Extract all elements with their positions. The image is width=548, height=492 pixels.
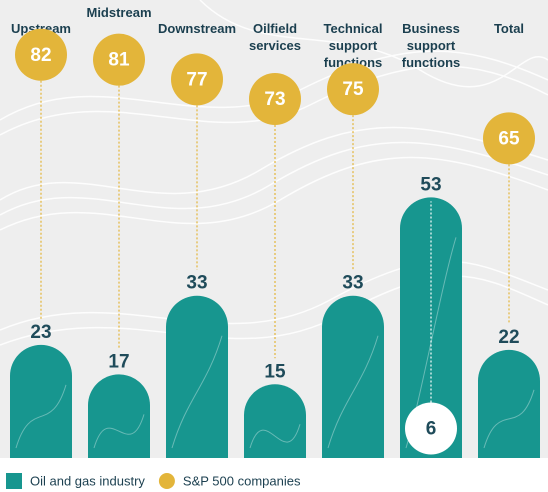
category-label-text: Oilfield services xyxy=(232,20,318,54)
dot-value-label: 75 xyxy=(342,79,364,100)
bar-value-label: 23 xyxy=(30,322,51,343)
legend-swatch xyxy=(6,473,22,489)
bar-value-label: 33 xyxy=(186,273,207,294)
bar-value-label: 53 xyxy=(420,174,441,195)
bar xyxy=(322,296,384,458)
category-label-text: Total xyxy=(466,20,548,37)
bar-value-label: 22 xyxy=(498,327,519,348)
legend-label: S&P 500 companies xyxy=(183,473,301,488)
bar-value-label: 17 xyxy=(108,351,129,372)
dot-value-label: 81 xyxy=(108,50,130,71)
category-label-text: Downstream xyxy=(154,20,240,37)
bar xyxy=(88,374,150,458)
bar-value-label: 33 xyxy=(342,273,363,294)
bar xyxy=(244,384,306,458)
bar xyxy=(478,350,540,458)
legend-label: Oil and gas industry xyxy=(30,473,145,488)
category-label: Oilfield services xyxy=(232,20,318,80)
chart: Upstream2382Midstream1781Downstream3377O… xyxy=(0,0,548,492)
category-label-text: Midstream xyxy=(76,4,162,21)
bar xyxy=(166,296,228,458)
dot-value-label: 73 xyxy=(264,89,285,110)
dot-value-label: 82 xyxy=(30,45,51,66)
legend-swatch xyxy=(159,473,175,489)
dot-value-label: 77 xyxy=(186,69,207,90)
bar-value-label: 15 xyxy=(264,361,286,382)
category-label: Business support functions xyxy=(388,20,474,80)
bar xyxy=(10,345,72,458)
category-label: Total xyxy=(466,20,548,80)
category-label-text: Business support functions xyxy=(388,20,474,71)
dot-value-label: 65 xyxy=(498,128,520,149)
dot-value-label: 6 xyxy=(426,419,437,440)
